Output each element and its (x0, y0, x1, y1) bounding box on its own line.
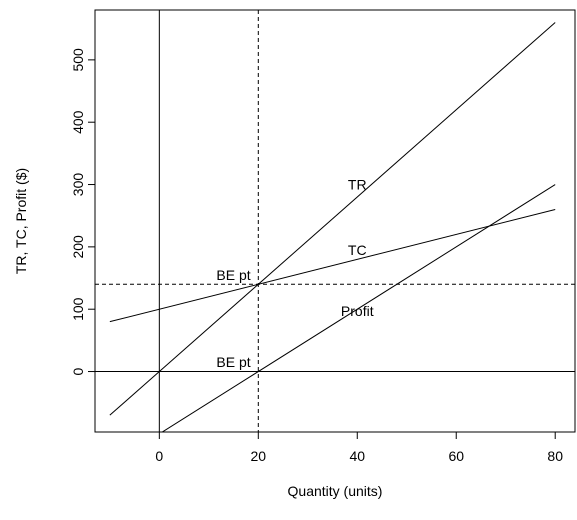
reference-lines (95, 10, 575, 432)
axes-layer: 0 20 40 60 80 0 100 200 300 400 500 (70, 9, 576, 464)
annotation-be-pt-4: BE pt (216, 354, 250, 370)
y-tick-label-2: 200 (70, 235, 86, 259)
y-axis-title: TR, TC, Profit ($) (13, 168, 29, 274)
series-line-tr (109, 22, 556, 416)
x-tick-label-0: 0 (155, 448, 163, 464)
x-tick-label-4: 80 (547, 448, 563, 464)
annotation-tr-0: TR (348, 177, 367, 193)
x-tick-label-2: 40 (349, 448, 365, 464)
series-lines (109, 22, 556, 432)
y-tick-label-3: 300 (70, 173, 86, 197)
x-tick-label-3: 60 (448, 448, 464, 464)
y-tick-label-1: 100 (70, 297, 86, 321)
annotations: TR TC Profit BE pt BE pt (216, 177, 373, 371)
annotation-tc-1: TC (348, 242, 367, 258)
y-tick-label-0: 0 (70, 367, 86, 375)
y-tick-label-5: 500 (70, 48, 86, 72)
annotation-profit-2: Profit (341, 303, 374, 319)
series-line-tc (109, 208, 556, 323)
plot-frame (94, 9, 576, 433)
y-tick-label-4: 400 (70, 110, 86, 134)
x-axis-title: Quantity (units) (288, 483, 383, 499)
annotation-be-pt-3: BE pt (216, 267, 250, 283)
x-tick-label-1: 20 (251, 448, 267, 464)
series-line-profit (161, 184, 556, 432)
